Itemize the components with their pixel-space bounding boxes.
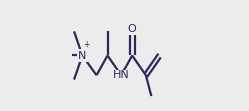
Text: +: + xyxy=(83,40,90,49)
Text: N: N xyxy=(78,51,86,60)
Text: O: O xyxy=(128,24,136,34)
Text: HN: HN xyxy=(113,70,129,80)
